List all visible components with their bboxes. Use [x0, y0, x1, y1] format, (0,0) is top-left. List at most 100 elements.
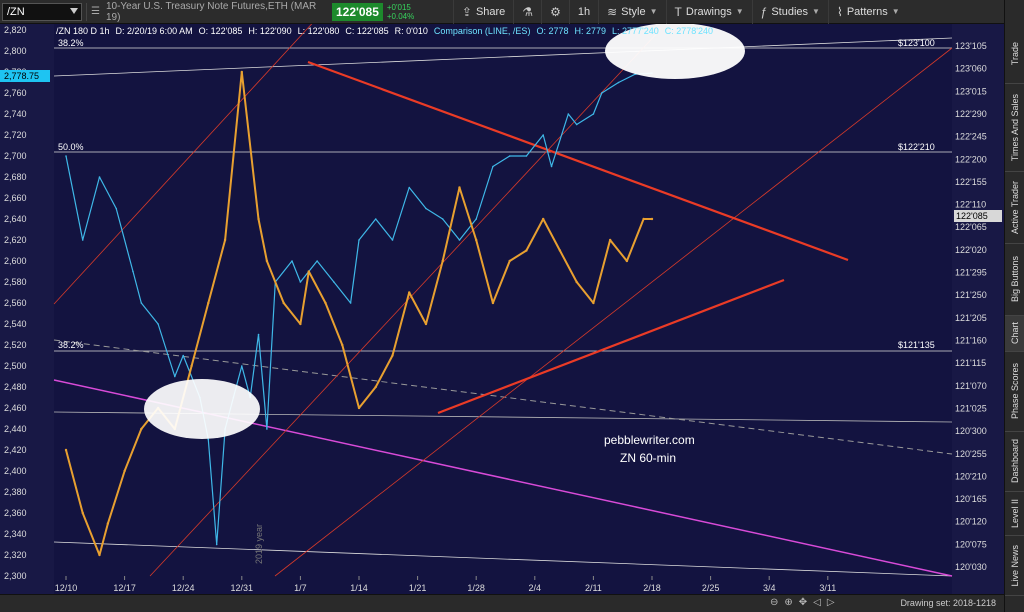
year-marker: 2019 year	[254, 524, 264, 564]
series-point	[391, 239, 394, 241]
change-pct: +0.04%	[386, 11, 415, 21]
side-tab-live-news[interactable]: Live News	[1005, 536, 1024, 596]
watermark: pebblewriter.com	[604, 433, 695, 447]
series-point	[291, 260, 293, 262]
side-tab-trade[interactable]: Trade	[1005, 24, 1024, 84]
header-cmp-close: C: 2778'240	[664, 26, 714, 36]
scroll-left-icon[interactable]: ◁	[813, 597, 821, 608]
chart-area[interactable]: 2,8202,8002,7802,7602,7402,7202,7002,680…	[0, 3, 1004, 612]
right-axis-tick-label: 121'025	[955, 403, 987, 413]
right-axis-tick-label: 122'245	[955, 132, 987, 142]
drag-icon[interactable]: ✥	[798, 597, 808, 608]
series-point	[592, 113, 595, 115]
header-low: L: 122'080	[297, 26, 340, 36]
interval-button[interactable]: 1h	[568, 0, 598, 24]
series-line-es	[65, 72, 653, 546]
series-point	[324, 301, 327, 305]
left-axis-tick-label: 2,660	[4, 193, 27, 203]
lab-button[interactable]: ⚗	[513, 0, 541, 24]
style-label: Style	[621, 5, 646, 18]
scroll-right-icon[interactable]: ▷	[826, 597, 835, 608]
series-point	[241, 365, 243, 367]
share-button[interactable]: ⇪ Share	[452, 0, 513, 24]
price-chart[interactable]: 2,8202,8002,7802,7602,7402,7202,7002,680…	[0, 3, 1004, 594]
gear-icon: ⚙	[550, 4, 561, 19]
info-icon[interactable]: ☰	[91, 6, 100, 17]
series-point	[608, 238, 612, 242]
left-axis-tick-label: 2,640	[4, 214, 27, 224]
x-axis-tick-label: 2/18	[643, 583, 661, 593]
x-axis-tick-label: 12/24	[172, 583, 195, 593]
drawings-button[interactable]: T Drawings ▼	[665, 0, 752, 24]
series-point	[374, 385, 377, 389]
series-point	[475, 238, 478, 242]
change-abs: +0'015	[386, 2, 411, 12]
series-point	[174, 375, 176, 378]
series-point	[492, 165, 494, 168]
side-tab-active-trader[interactable]: Active Trader	[1005, 172, 1024, 244]
style-icon: ≋	[607, 4, 618, 19]
series-point	[223, 238, 227, 242]
gray-trendline-bottom	[53, 541, 953, 577]
series-point	[650, 217, 654, 221]
series-point	[408, 186, 411, 189]
right-price-tag	[954, 210, 1002, 222]
chart-background	[0, 24, 1004, 594]
fib-label-mid: 50.0%	[58, 142, 84, 152]
series-point	[215, 543, 218, 546]
right-axis-tick-label: 122'110	[955, 200, 986, 210]
side-tab-dashboard[interactable]: Dashboard	[1005, 432, 1024, 492]
series-point	[425, 207, 427, 210]
series-point	[257, 217, 260, 221]
side-tab-label: Active Trader	[1010, 180, 1020, 235]
zoom-out-icon[interactable]: ⊖	[770, 597, 779, 608]
series-point	[123, 469, 126, 473]
price-change: +0'015 +0.04%	[387, 3, 437, 21]
series-point	[491, 301, 495, 305]
zoom-in-icon[interactable]: ⊕	[784, 597, 793, 608]
left-axis-tick-label: 2,580	[4, 277, 27, 287]
left-axis-tick-label: 2,620	[4, 235, 27, 245]
patterns-button[interactable]: ⌇ Patterns ▼	[827, 0, 908, 24]
side-tab-level-ii[interactable]: Level II	[1005, 492, 1024, 536]
chevron-down-icon: ▼	[891, 7, 900, 16]
side-tab-label: Level II	[1010, 498, 1020, 529]
series-point	[282, 301, 285, 305]
series-point	[333, 281, 335, 283]
side-tab-big-buttons[interactable]: Big Buttons	[1005, 244, 1024, 316]
left-axis-tick-label: 2,400	[4, 466, 27, 476]
header-cmp-low: L: 2777'240	[612, 26, 659, 36]
red-channel-line	[149, 29, 661, 577]
side-tab-chart[interactable]: Chart	[1005, 316, 1024, 352]
studies-button[interactable]: ƒ Studies ▼	[751, 0, 828, 24]
settings-button[interactable]: ⚙	[541, 0, 569, 24]
x-axis-tick-label: 3/4	[763, 583, 776, 593]
series-point	[475, 218, 478, 220]
x-axis-tick-label: 1/7	[294, 583, 307, 593]
symbol-selector[interactable]: /ZN	[2, 2, 82, 21]
left-axis-tick-label: 2,720	[4, 130, 27, 140]
header-symbol: /ZN 180 D 1h	[56, 26, 110, 36]
x-axis-tick-label: 3/11	[819, 583, 836, 593]
series-point	[65, 155, 67, 157]
side-tab-label: Dashboard	[1010, 439, 1020, 484]
chevron-down-icon: ▼	[735, 7, 744, 16]
series-point	[625, 259, 629, 263]
level-label-mid: $122'210	[898, 142, 935, 152]
series-point	[307, 270, 310, 273]
highlight-ellipse-top	[605, 23, 745, 79]
right-axis-tick-label: 122'200	[955, 154, 987, 164]
left-axis-tick-label: 2,520	[4, 340, 27, 350]
x-axis-tick-label: 2/25	[702, 583, 720, 593]
side-tab-phase-scores[interactable]: Phase Scores	[1005, 352, 1024, 432]
right-axis-tick-label: 122'065	[955, 222, 987, 232]
style-button[interactable]: ≋ Style ▼	[598, 0, 665, 24]
left-axis-tick-label: 2,440	[4, 424, 27, 434]
right-axis-tick-label: 120'165	[955, 494, 987, 504]
series-point	[240, 70, 243, 74]
series-point	[98, 176, 101, 178]
side-tab-times-and-sales[interactable]: Times And Sales	[1005, 84, 1024, 172]
series-point	[98, 553, 101, 557]
chart-toolbar: /ZN ☰ 10-Year U.S. Treasury Note Futures…	[0, 0, 1024, 24]
series-point	[458, 239, 461, 241]
